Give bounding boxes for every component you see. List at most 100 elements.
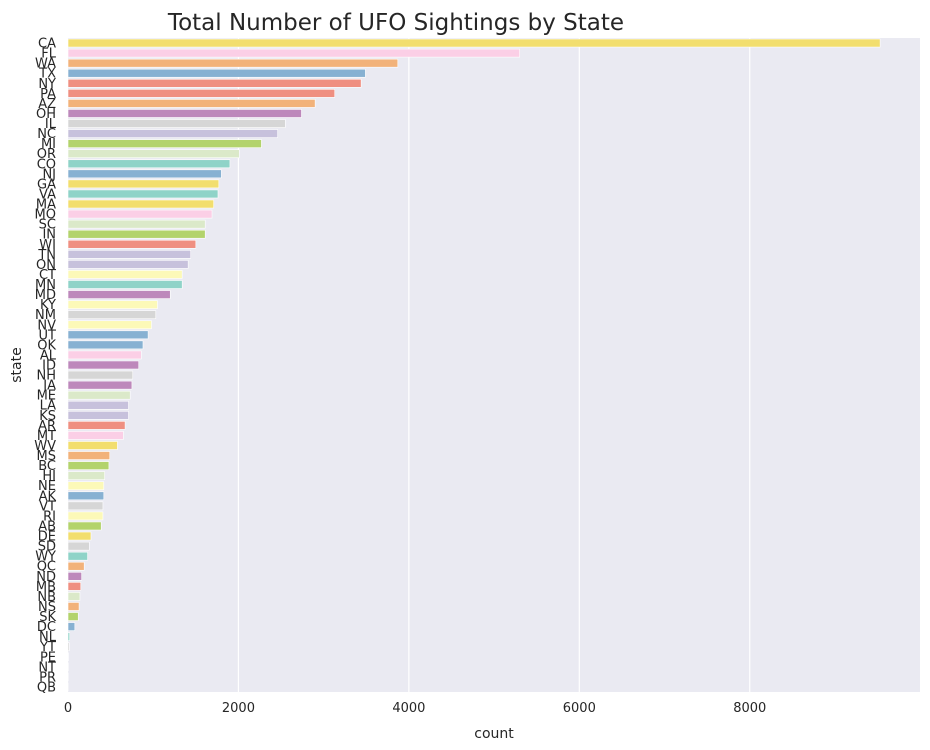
bar-az <box>67 99 316 108</box>
y-tick-label-md: MD <box>35 288 56 303</box>
y-tick-label-on: ON <box>36 258 56 273</box>
x-axis-label: count <box>474 726 514 742</box>
y-tick-label-nh: NH <box>37 369 57 384</box>
y-tick-label-nv: NV <box>37 318 56 333</box>
y-tick-label-hi: HI <box>42 469 56 484</box>
y-tick-label-ky: KY <box>40 298 56 313</box>
bar-qc <box>67 561 85 571</box>
bar-ak <box>67 491 105 501</box>
y-tick-label-wi: WI <box>39 238 56 253</box>
y-tick-label-mb: MB <box>36 580 56 595</box>
bar-la <box>67 400 129 410</box>
y-tick-label-ar: AR <box>38 419 56 434</box>
bar-bc <box>67 461 110 470</box>
x-tick-label: 4000 <box>392 701 425 716</box>
bar-ca <box>67 38 881 48</box>
bar-sc <box>67 219 206 229</box>
y-tick-label-nc: NC <box>37 127 56 142</box>
bar-ny <box>67 78 362 88</box>
y-tick-labels: CAFLWATXNYPAAZOHILNCMIORCONJGAVAMAMOSCIN… <box>34 37 57 696</box>
bar-tn <box>67 249 192 259</box>
bar-vt <box>67 501 104 511</box>
y-tick-label-nt: NT <box>38 660 56 675</box>
y-tick-label-pr: PR <box>39 670 56 685</box>
y-tick-label-ak: AK <box>39 489 57 504</box>
bar-nm <box>67 310 157 320</box>
y-tick-label-va: VA <box>39 187 56 202</box>
bar-nd <box>67 571 82 581</box>
y-tick-label-ut: UT <box>39 328 57 343</box>
y-tick-label-de: DE <box>38 530 56 545</box>
bar-mo <box>67 209 213 219</box>
y-tick-label-wv: WV <box>34 439 56 454</box>
y-tick-label-ok: OK <box>37 338 56 353</box>
x-tick-label: 6000 <box>563 701 596 716</box>
bar-nv <box>67 320 152 330</box>
bar-de <box>67 531 92 541</box>
bar-yt <box>67 642 70 652</box>
y-tick-label-ca: CA <box>38 37 56 52</box>
y-tick-label-nd: ND <box>36 570 56 585</box>
y-tick-label-sc: SC <box>39 218 56 233</box>
bar-dc <box>67 622 76 631</box>
bar-nl <box>67 632 71 641</box>
bar-ne <box>67 481 105 491</box>
bar-pa <box>67 89 336 98</box>
bar-wa <box>67 58 399 68</box>
y-tick-label-ks: KS <box>39 409 56 424</box>
y-tick-label-pe: PE <box>40 650 56 665</box>
bar-nh <box>67 370 134 380</box>
bar-md <box>67 290 171 299</box>
bar-nj <box>67 169 222 179</box>
bar-ms <box>67 451 111 460</box>
y-tick-label-qb: QB <box>37 680 56 695</box>
y-tick-label-nl: NL <box>39 630 57 645</box>
bar-ok <box>67 340 144 350</box>
y-tick-label-wa: WA <box>35 57 56 72</box>
bar-on <box>67 260 189 269</box>
y-tick-label-bc: BC <box>38 459 56 474</box>
y-tick-label-me: ME <box>37 389 56 404</box>
bar-ks <box>67 410 129 420</box>
bar-me <box>67 390 131 400</box>
y-tick-label-mt: MT <box>37 429 56 444</box>
y-tick-label-mo: MO <box>35 208 56 223</box>
bar-ma <box>67 199 215 209</box>
bar-ct <box>67 270 183 279</box>
y-tick-label-az: AZ <box>38 97 56 112</box>
bar-co <box>67 159 231 169</box>
y-tick-label-ga: GA <box>37 177 56 192</box>
bar-il <box>67 119 286 128</box>
y-tick-label-la: LA <box>40 399 57 414</box>
bar-tx <box>67 68 366 78</box>
bar-mt <box>67 431 124 440</box>
y-tick-label-mn: MN <box>35 278 56 293</box>
bar-ri <box>67 511 104 521</box>
bar-or <box>67 149 240 159</box>
bar-ns <box>67 602 80 611</box>
y-tick-label-nb: NB <box>37 590 56 605</box>
y-tick-label-pa: PA <box>40 87 56 102</box>
y-tick-label-wy: WY <box>35 550 56 565</box>
bar-ar <box>67 421 126 430</box>
y-tick-label-ct: CT <box>39 268 56 283</box>
bar-ab <box>67 521 102 531</box>
bar-ky <box>67 300 158 309</box>
y-axis-label: state <box>9 347 25 382</box>
x-tick-label: 2000 <box>222 701 255 716</box>
bar-in <box>67 229 206 239</box>
y-tick-label-nj: NJ <box>42 167 56 182</box>
y-tick-label-fl: FL <box>41 47 56 62</box>
x-tick-labels: 0 2000 4000 6000 8000 <box>64 701 766 716</box>
y-tick-label-co: CO <box>37 157 56 172</box>
bar-mb <box>67 582 82 591</box>
y-tick-label-ns: NS <box>38 600 56 615</box>
y-tick-label-mi: MI <box>41 137 56 152</box>
bar-oh <box>67 109 302 118</box>
bar-ga <box>67 179 220 189</box>
y-tick-label-ms: MS <box>37 449 56 464</box>
y-tick-label-ny: NY <box>38 77 56 92</box>
bar-wy <box>67 551 88 561</box>
y-tick-label-ab: AB <box>38 519 56 534</box>
